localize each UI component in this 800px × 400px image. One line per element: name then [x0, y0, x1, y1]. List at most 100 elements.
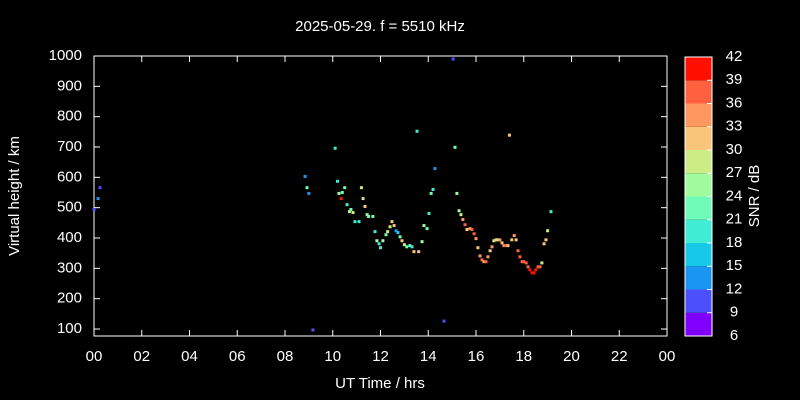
point: [482, 260, 486, 264]
y-tick-label: 800: [57, 108, 82, 125]
point: [345, 203, 349, 207]
point: [349, 207, 353, 211]
y-tick-label: 1000: [49, 47, 82, 64]
colorbar-tick-label: 24: [726, 187, 743, 204]
point: [390, 220, 394, 224]
point: [429, 191, 433, 195]
colorbar-band: [685, 289, 712, 313]
point: [384, 233, 388, 237]
point: [333, 146, 337, 150]
point: [337, 191, 341, 195]
x-tick-label: 02: [133, 348, 150, 365]
colorbar-tick-label: 36: [726, 94, 743, 111]
point: [474, 237, 478, 241]
point: [470, 228, 474, 232]
point: [538, 265, 542, 269]
point: [351, 211, 355, 215]
point: [371, 214, 375, 218]
colorbar-label: SNR / dB: [746, 165, 763, 228]
point: [431, 187, 435, 191]
point: [405, 245, 409, 249]
point: [353, 220, 357, 224]
point: [516, 249, 520, 253]
colorbar-tick-label: 33: [726, 118, 743, 135]
point: [486, 255, 490, 259]
colorbar-band: [685, 243, 712, 267]
point: [520, 260, 524, 264]
x-axis-label: UT Time / hrs: [335, 375, 425, 392]
point: [546, 229, 550, 233]
point: [336, 179, 340, 183]
colorbar-tick-label: 12: [726, 280, 743, 297]
colorbar-tick-label: 6: [730, 327, 738, 344]
point: [461, 218, 465, 222]
point: [484, 260, 488, 264]
colorbar-band: [685, 196, 712, 220]
colorbar-band: [685, 126, 712, 150]
point: [532, 271, 536, 275]
colorbar-tick-label: 21: [726, 211, 743, 228]
colorbar-band: [685, 80, 712, 104]
x-tick-label: 14: [420, 348, 437, 365]
point: [524, 261, 528, 265]
point: [442, 319, 446, 323]
point: [347, 210, 351, 214]
y-tick-label: 900: [57, 77, 82, 94]
point: [339, 197, 343, 201]
point: [496, 238, 500, 242]
point: [544, 238, 548, 242]
colorbar-tick-label: 30: [726, 141, 743, 158]
y-tick-label: 500: [57, 199, 82, 216]
colorbar-tick-label: 9: [730, 304, 738, 321]
point: [92, 207, 96, 211]
point: [490, 245, 494, 249]
x-tick-label: 08: [277, 348, 294, 365]
x-tick-label: 22: [611, 348, 628, 365]
point: [388, 225, 392, 229]
point: [311, 328, 315, 332]
chart-title: 2025-05-29. f = 5510 kHz: [295, 18, 465, 35]
point: [422, 224, 426, 228]
point: [379, 246, 382, 250]
x-tick-label: 12: [372, 348, 389, 365]
point: [465, 228, 469, 232]
point: [363, 204, 367, 208]
point: [463, 223, 467, 227]
point: [512, 234, 516, 238]
x-tick-label: 00: [86, 348, 103, 365]
point: [357, 220, 361, 224]
y-tick-label: 700: [57, 138, 82, 155]
point: [425, 227, 429, 231]
point: [480, 258, 484, 262]
point: [412, 250, 416, 254]
y-tick-label: 200: [57, 290, 82, 307]
point: [457, 209, 461, 213]
point: [504, 244, 508, 248]
colorbar-tick-label: 27: [726, 164, 743, 181]
point: [451, 57, 455, 61]
point: [402, 243, 406, 247]
x-tick-label: 16: [468, 348, 485, 365]
colorbar-tick-label: 42: [726, 48, 743, 65]
point: [365, 213, 369, 217]
x-tick-label: 00: [659, 348, 676, 365]
point: [417, 250, 421, 254]
colorbar-band: [685, 266, 712, 290]
point: [522, 260, 526, 264]
x-tick-label: 10: [324, 348, 341, 365]
point: [476, 246, 480, 250]
point: [433, 167, 437, 171]
point: [472, 232, 476, 236]
colorbar-band: [685, 57, 712, 81]
y-tick-label: 100: [57, 320, 82, 337]
colorbar-tick-label: 39: [726, 71, 743, 88]
colorbar-tick-label: 15: [726, 257, 743, 274]
point: [98, 186, 102, 190]
point: [518, 255, 522, 259]
point: [400, 239, 404, 243]
point: [427, 211, 431, 215]
point: [375, 239, 379, 243]
point: [398, 235, 402, 239]
y-tick-label: 300: [57, 259, 82, 276]
